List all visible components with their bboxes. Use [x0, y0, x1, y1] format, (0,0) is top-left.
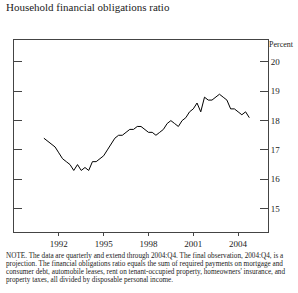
- html-text:NOTE. The data are quarterly a: NOTE. The data are quarterly and extend …: [6, 252, 286, 284]
- svg-text:18: 18: [271, 116, 281, 126]
- svg-text:Percent: Percent: [269, 40, 294, 49]
- svg-text:1995: 1995: [95, 239, 114, 249]
- svg-text:20: 20: [271, 57, 281, 67]
- svg-text:1998: 1998: [139, 239, 158, 249]
- svg-text:17: 17: [271, 145, 281, 155]
- svg-text:15: 15: [271, 204, 281, 214]
- svg-text:Household financial obligation: Household financial obligations ratio: [6, 1, 170, 13]
- svg-text:19: 19: [271, 86, 281, 96]
- svg-text:2001: 2001: [184, 239, 202, 249]
- svg-text:2004: 2004: [229, 239, 248, 249]
- svg-text:16: 16: [271, 174, 281, 184]
- svg-text:1992: 1992: [50, 239, 68, 249]
